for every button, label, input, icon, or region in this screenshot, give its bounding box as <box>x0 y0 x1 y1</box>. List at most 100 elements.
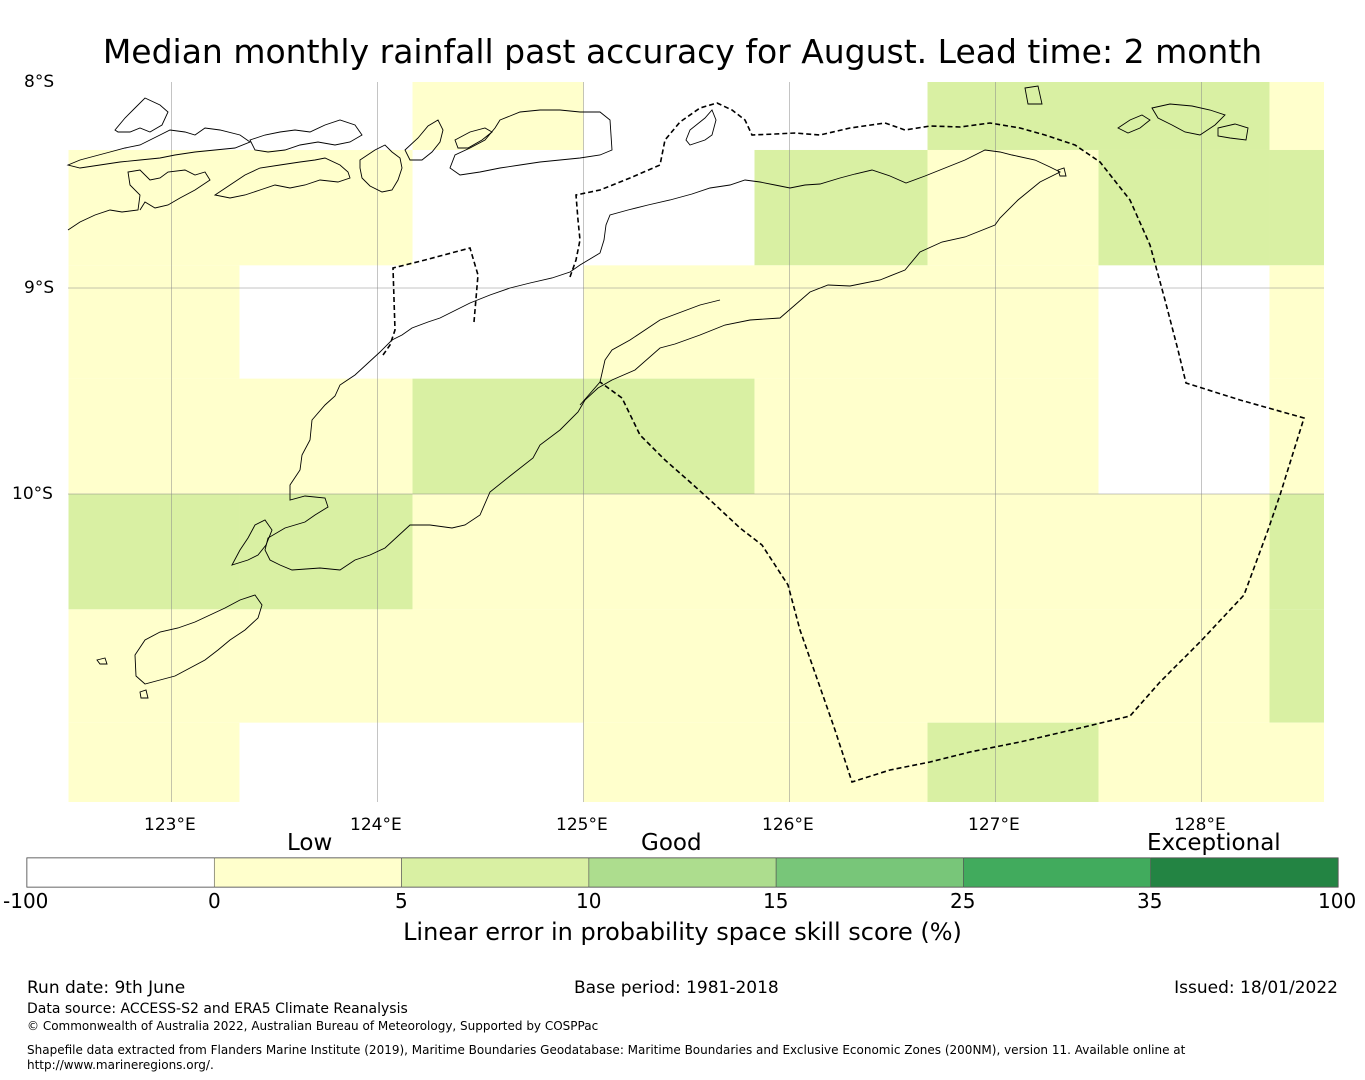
lon-tick-124e: 124°E <box>350 815 402 835</box>
grid-cell-10 <box>68 265 240 379</box>
category-low: Low <box>287 830 333 856</box>
grid-cell-7 <box>1098 149 1270 266</box>
grid-cell-16 <box>239 378 413 494</box>
map-title: Median monthly rainfall past accuracy fo… <box>102 32 1263 71</box>
grid-cell-37 <box>1269 609 1324 723</box>
colorbar-tick-5: 5 <box>395 889 408 913</box>
grid-cell-18 <box>583 378 755 494</box>
lat-tick-9s: 9°S <box>24 278 55 298</box>
shapefile-credit-line2: http://www.marineregions.org/. <box>27 1058 214 1072</box>
colorbar-tick-35: 35 <box>1137 889 1163 913</box>
pantar-coastline <box>359 144 403 193</box>
lembata-coastline <box>213 157 351 199</box>
colorbar <box>26 857 1339 888</box>
lon-tick-128e: 128°E <box>1174 815 1226 835</box>
flores-west-coastline <box>66 127 251 169</box>
lon-tick-126e: 126°E <box>762 815 814 835</box>
grid-cell-5 <box>927 149 1099 266</box>
eez-boundary-north <box>382 247 479 356</box>
grid-cell-22 <box>68 494 240 610</box>
colorbar-swatch-5 <box>963 857 1152 888</box>
small-island-4 <box>139 689 149 699</box>
coastlines <box>66 85 1249 699</box>
copyright: © Commonwealth of Australia 2022, Austra… <box>27 1019 599 1033</box>
grid-cell-27 <box>927 494 1099 610</box>
grid-cell-33 <box>583 609 755 723</box>
grid-cell-12 <box>754 265 928 379</box>
colorbar-swatch-1 <box>213 857 402 888</box>
sawu-coastline <box>134 594 263 685</box>
grid-cell-17 <box>412 378 584 494</box>
shapefile-credit-line1: Shapefile data extracted from Flanders M… <box>27 1043 1186 1057</box>
colorbar-tick-25: 25 <box>950 889 976 913</box>
grid-cell-43 <box>1269 722 1324 802</box>
grid-cell-24 <box>412 494 584 610</box>
grid-cell-31 <box>239 609 413 723</box>
category-good: Good <box>641 830 702 856</box>
north-island-row <box>249 119 363 153</box>
grid-cell-42 <box>1098 722 1270 802</box>
colorbar-swatch-0 <box>26 857 215 888</box>
grid-cell-34 <box>754 609 928 723</box>
colorbar-tick-100: 100 <box>1318 889 1357 913</box>
lat-tick-10s: 10°S <box>12 484 53 504</box>
data-source: Data source: ACCESS-S2 and ERA5 Climate … <box>27 1001 408 1017</box>
atauro-coastline <box>685 109 717 146</box>
small-island-3 <box>96 657 108 665</box>
grid-cell-19 <box>754 378 928 494</box>
grid-cell-32 <box>412 609 584 723</box>
run-date: Run date: 9th June <box>27 978 186 998</box>
grid-cell-25 <box>583 494 755 610</box>
grid-cell-29 <box>1269 494 1324 610</box>
grid-cell-1 <box>239 149 413 266</box>
grid-cell-21 <box>1269 378 1324 494</box>
grid-cell-20 <box>927 378 1099 494</box>
small-island-1 <box>404 119 444 161</box>
grid-cell-38 <box>68 722 240 802</box>
kisar-coastline <box>1057 167 1067 177</box>
colorbar-title: Linear error in probability space skill … <box>403 918 962 946</box>
grid-cell-6 <box>1098 82 1270 150</box>
grid-cell-14 <box>1269 265 1324 379</box>
colorbar-tick-0: 0 <box>208 889 221 913</box>
colorbar-swatch-2 <box>401 857 590 888</box>
colorbar-tick-minus100: -100 <box>3 889 49 913</box>
lon-tick-127e: 127°E <box>968 815 1020 835</box>
timor-coastline <box>264 149 1062 571</box>
issued-date: Issued: 18/01/2022 <box>1174 978 1338 998</box>
alor-coastline <box>579 299 721 406</box>
grid-cell-11 <box>583 265 755 379</box>
lat-tick-8s: 8°S <box>24 72 55 92</box>
leti-coastline <box>1117 114 1151 134</box>
skill-grid <box>68 82 1324 802</box>
wetar-coastline <box>449 109 613 176</box>
grid-cell-41 <box>927 722 1099 802</box>
colorbar-tick-15: 15 <box>763 889 789 913</box>
grid-cell-40 <box>754 722 928 802</box>
flores-north-coastline <box>114 97 169 133</box>
grid-cell-35 <box>927 609 1099 723</box>
grid-cell-23 <box>239 494 413 610</box>
grid-cell-36 <box>1098 609 1270 723</box>
grid-cell-39 <box>583 722 755 802</box>
rote-coastline <box>231 519 273 566</box>
grid-cell-13 <box>927 265 1099 379</box>
colorbar-swatch-3 <box>588 857 777 888</box>
flores-east-coastline <box>67 169 211 231</box>
grid-cell-4 <box>927 82 1099 150</box>
colorbar-tick-10: 10 <box>576 889 602 913</box>
maritime-boundaries <box>382 102 1306 784</box>
lon-tick-123e: 123°E <box>144 815 196 835</box>
colorbar-swatch-6 <box>1150 857 1339 888</box>
grid-cell-28 <box>1098 494 1270 610</box>
grid-cell-3 <box>754 149 928 266</box>
eez-boundary-oecusse <box>569 102 1306 784</box>
grid-cell-2 <box>412 82 584 150</box>
moa-coastline <box>1151 103 1226 136</box>
grid-cell-15 <box>68 378 240 494</box>
base-period: Base period: 1981-2018 <box>574 978 779 998</box>
grid-cell-9 <box>1269 149 1324 266</box>
babar-coastline <box>1024 85 1043 105</box>
lakor-coastline <box>1217 123 1249 141</box>
